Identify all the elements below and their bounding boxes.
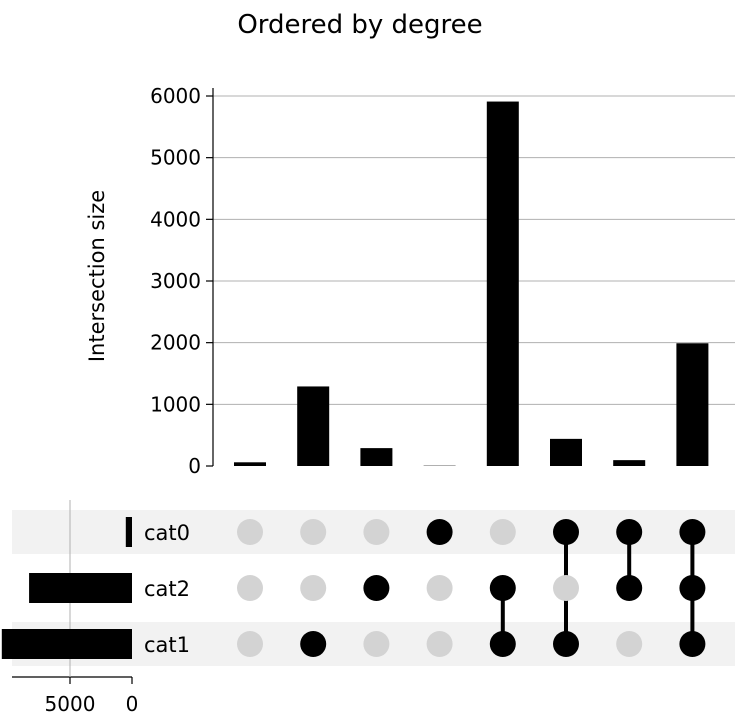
set-size-bars — [1, 517, 132, 659]
matrix-dot-6-cat1 — [616, 631, 643, 657]
matrix-dot-7-cat1 — [679, 631, 706, 657]
set-size-bar-cat0 — [125, 517, 132, 547]
matrix-dot-0-cat2 — [237, 575, 263, 601]
intersection-bar-0 — [234, 462, 266, 466]
y-axis-label: Intersection size — [85, 190, 109, 362]
y-tick-label-1000: 1000 — [150, 392, 201, 416]
intersection-bars — [234, 101, 709, 467]
y-tick-label-5000: 5000 — [150, 146, 201, 170]
set-labels: cat0 cat2 cat1 — [144, 521, 190, 657]
matrix-dot-3-cat0 — [426, 519, 453, 545]
intersection-bar-2 — [360, 448, 393, 466]
matrix-dot-6-cat0 — [616, 519, 643, 545]
chart-title: Ordered by degree — [237, 10, 482, 40]
intersection-matrix — [237, 519, 706, 657]
matrix-dot-5-cat1 — [553, 631, 579, 657]
matrix-dot-6-cat2 — [616, 575, 643, 601]
matrix-dot-5-cat2 — [553, 575, 579, 601]
matrix-dot-7-cat2 — [679, 575, 706, 601]
matrix-dot-0-cat0 — [237, 519, 263, 545]
matrix-dot-7-cat0 — [679, 519, 706, 545]
matrix-dot-3-cat2 — [426, 575, 453, 601]
y-tick-label-0: 0 — [188, 454, 201, 478]
intersection-bar-6 — [613, 460, 646, 466]
matrix-dot-2-cat1 — [363, 631, 390, 657]
set-size-bar-cat2 — [29, 573, 132, 603]
matrix-dot-3-cat1 — [426, 631, 453, 657]
matrix-dot-4-cat0 — [489, 519, 516, 545]
intersection-bar-4 — [486, 101, 519, 467]
set-tick-label-5000: 5000 — [45, 692, 96, 716]
matrix-dot-1-cat1 — [300, 631, 327, 657]
matrix-dot-1-cat2 — [300, 575, 327, 601]
y-tick-label-4000: 4000 — [150, 207, 201, 231]
y-gridlines — [213, 95, 735, 405]
y-axis: 0 1000 2000 3000 4000 5000 6000 — [150, 84, 214, 478]
matrix-dot-2-cat2 — [363, 575, 390, 601]
matrix-dot-4-cat2 — [489, 575, 516, 601]
set-label-cat0: cat0 — [144, 521, 190, 545]
set-label-cat1: cat1 — [144, 633, 190, 657]
matrix-dot-1-cat0 — [300, 519, 327, 545]
set-tick-label-0: 0 — [126, 692, 139, 716]
y-tick-label-2000: 2000 — [150, 331, 201, 355]
intersection-bar-1 — [297, 386, 330, 466]
intersection-bar-7 — [676, 343, 709, 466]
matrix-dot-0-cat1 — [237, 631, 263, 657]
matrix-dot-2-cat0 — [363, 519, 390, 545]
matrix-dot-4-cat1 — [489, 631, 516, 657]
intersection-bar-5 — [550, 438, 582, 466]
matrix-dot-5-cat0 — [553, 519, 579, 545]
set-size-bar-cat1 — [1, 629, 132, 659]
y-tick-label-3000: 3000 — [150, 269, 201, 293]
y-tick-label-6000: 6000 — [150, 84, 201, 108]
set-size-axis: 5000 0 — [12, 500, 138, 716]
set-label-cat2: cat2 — [144, 577, 190, 601]
